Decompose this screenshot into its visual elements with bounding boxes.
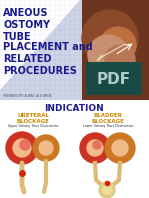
Circle shape (93, 141, 101, 149)
Circle shape (100, 27, 136, 63)
Text: BLADDER
BLOCKAGE: BLADDER BLOCKAGE (92, 113, 124, 124)
Text: TUBE: TUBE (3, 32, 32, 42)
Circle shape (82, 10, 138, 66)
Polygon shape (0, 0, 80, 90)
Text: Lower Urinary Tract Obstruction: Lower Urinary Tract Obstruction (83, 124, 133, 128)
Circle shape (99, 182, 115, 198)
Text: PROCEDURES: PROCEDURES (3, 66, 77, 76)
Text: Upper Urinary Tract Obstruction: Upper Urinary Tract Obstruction (8, 124, 58, 128)
Circle shape (33, 135, 59, 161)
FancyBboxPatch shape (86, 62, 142, 95)
Circle shape (87, 140, 103, 156)
Circle shape (105, 45, 135, 75)
Text: URETERAL
BLOCKAGE: URETERAL BLOCKAGE (17, 113, 49, 124)
Text: OSTOMY: OSTOMY (3, 20, 50, 30)
Circle shape (103, 186, 111, 194)
Text: RELATED: RELATED (3, 54, 52, 64)
Circle shape (20, 140, 30, 150)
Text: PDF: PDF (97, 71, 131, 87)
Circle shape (6, 132, 38, 164)
Circle shape (105, 133, 135, 163)
FancyBboxPatch shape (0, 0, 149, 100)
Circle shape (88, 35, 128, 75)
Text: PLACEMENT and: PLACEMENT and (3, 42, 93, 52)
Circle shape (39, 141, 53, 155)
Text: PREPARED BY: AGRAT, ALD ARITA: PREPARED BY: AGRAT, ALD ARITA (3, 94, 52, 98)
Text: INDICATION: INDICATION (44, 104, 104, 113)
Circle shape (112, 140, 128, 156)
Circle shape (80, 133, 110, 163)
FancyBboxPatch shape (0, 100, 149, 198)
FancyBboxPatch shape (82, 0, 149, 100)
Text: ANEOUS: ANEOUS (3, 8, 49, 18)
Circle shape (13, 139, 31, 157)
